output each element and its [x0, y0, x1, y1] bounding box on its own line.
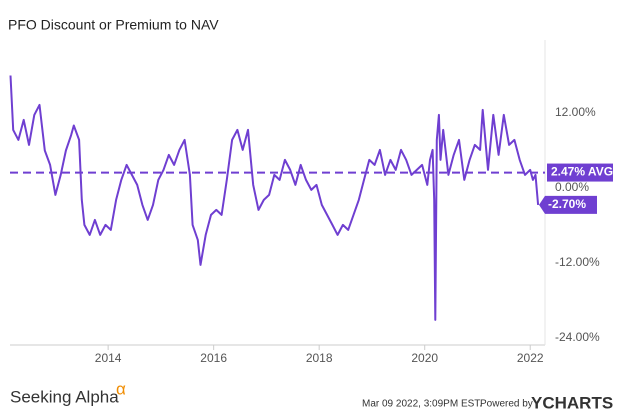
powered-by: Powered by	[480, 399, 533, 410]
x-tick-label: 2018	[306, 351, 333, 365]
last-value-label: -2.70%	[548, 197, 586, 211]
x-tick-label: 2014	[95, 351, 122, 365]
provider: YCHARTS	[531, 393, 613, 412]
chart-title: PFO Discount or Premium to NAV	[8, 17, 219, 33]
x-tick-label: 2016	[200, 351, 227, 365]
x-tick-label: 2022	[517, 351, 544, 365]
y-tick-label: -12.00%	[555, 255, 600, 269]
last-value-badge	[539, 195, 597, 214]
average-badge	[547, 163, 613, 182]
average-label: 2.47% AVG	[551, 165, 613, 179]
brand: Seeking Alpha	[10, 387, 119, 406]
y-tick-label: 12.00%	[555, 105, 596, 119]
y-tick-label: 0.00%	[555, 180, 589, 194]
timestamp: Mar 09 2022, 3:09PM EST.	[362, 399, 482, 410]
y-tick-label: -24.00%	[555, 330, 600, 344]
brand-mark: α	[116, 379, 126, 398]
data-line	[9, 75, 540, 321]
x-tick-label: 2020	[411, 351, 438, 365]
